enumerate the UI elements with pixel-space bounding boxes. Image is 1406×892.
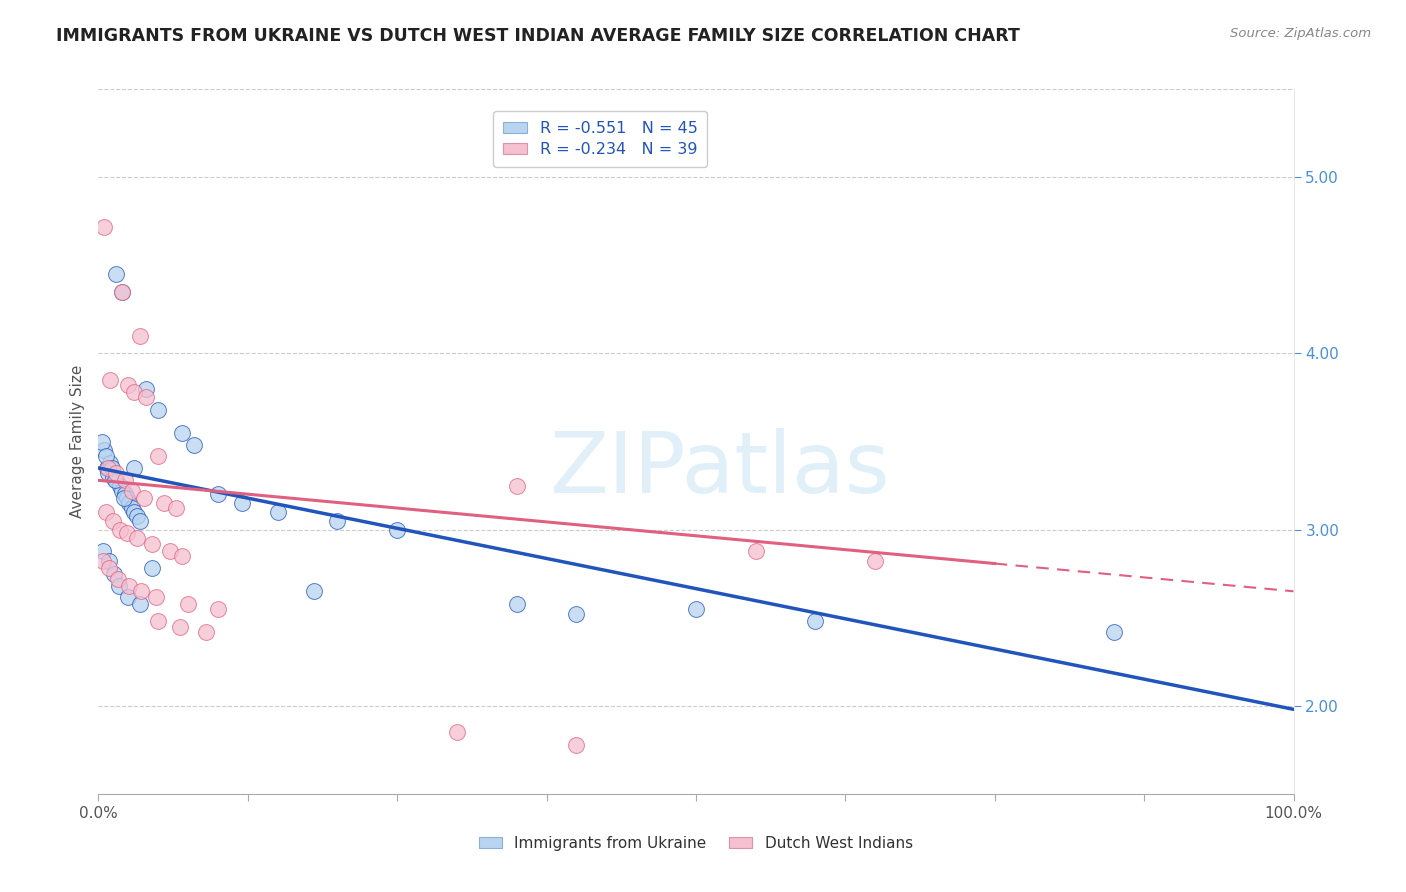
Point	[114, 487, 136, 501]
Point	[148, 402, 170, 417]
Point	[172, 425, 194, 440]
Point	[101, 514, 124, 528]
Point	[141, 537, 163, 551]
Point	[94, 449, 117, 463]
Point	[107, 579, 129, 593]
Point	[107, 572, 129, 586]
Point	[91, 543, 114, 558]
Point	[91, 434, 114, 449]
Point	[231, 496, 253, 510]
Text: Source: ZipAtlas.com: Source: ZipAtlas.com	[1230, 27, 1371, 40]
Point	[104, 473, 127, 487]
Point	[129, 328, 152, 343]
Point	[118, 579, 141, 593]
Point	[865, 554, 887, 568]
Point	[115, 526, 138, 541]
Point	[132, 491, 155, 505]
Point	[124, 461, 146, 475]
Point	[148, 614, 170, 628]
Point	[685, 602, 707, 616]
Point	[125, 532, 148, 546]
Point	[135, 382, 157, 396]
Point	[169, 619, 191, 633]
Point	[108, 478, 131, 492]
Point	[172, 549, 194, 563]
Point	[98, 456, 122, 470]
Point	[183, 438, 205, 452]
Point	[267, 505, 290, 519]
Point	[326, 514, 349, 528]
Point	[446, 725, 468, 739]
Point	[94, 505, 117, 519]
Point	[105, 473, 128, 487]
Point	[121, 501, 143, 516]
Point	[1104, 624, 1126, 639]
Point	[207, 602, 229, 616]
Point	[91, 554, 114, 568]
Point	[97, 461, 120, 475]
Point	[114, 473, 136, 487]
Point	[98, 373, 122, 387]
Point	[96, 461, 118, 475]
Point	[118, 496, 141, 510]
Point	[124, 505, 146, 519]
Point	[111, 285, 134, 299]
Point	[506, 597, 529, 611]
Point	[97, 467, 120, 481]
Point	[131, 584, 153, 599]
Point	[100, 461, 122, 475]
Point	[111, 285, 134, 299]
Text: IMMIGRANTS FROM UKRAINE VS DUTCH WEST INDIAN AVERAGE FAMILY SIZE CORRELATION CHA: IMMIGRANTS FROM UKRAINE VS DUTCH WEST IN…	[56, 27, 1021, 45]
Point	[108, 523, 131, 537]
Point	[117, 590, 139, 604]
Point	[565, 607, 588, 622]
Point	[124, 385, 146, 400]
Point	[103, 566, 125, 581]
Point	[93, 219, 115, 234]
Point	[385, 523, 409, 537]
Point	[506, 478, 529, 492]
Point	[141, 561, 163, 575]
Point	[804, 614, 827, 628]
Point	[105, 267, 128, 281]
Point	[115, 491, 138, 505]
Point	[135, 391, 157, 405]
Point	[207, 487, 229, 501]
Point	[112, 491, 135, 505]
Point	[153, 496, 176, 510]
Point	[165, 501, 187, 516]
Point	[302, 584, 325, 599]
Point	[565, 738, 588, 752]
Point	[121, 483, 143, 498]
Point	[125, 508, 148, 523]
Point	[98, 561, 121, 575]
Point	[101, 469, 124, 483]
Point	[745, 543, 768, 558]
Point	[117, 378, 139, 392]
Point	[129, 597, 152, 611]
Point	[195, 624, 218, 639]
Text: ZIPatlas: ZIPatlas	[550, 428, 890, 511]
Y-axis label: Average Family Size: Average Family Size	[69, 365, 84, 518]
Point	[145, 590, 167, 604]
Point	[148, 449, 170, 463]
Point	[159, 543, 181, 558]
Point	[98, 554, 121, 568]
Point	[105, 467, 128, 481]
Point	[177, 597, 200, 611]
Point	[93, 443, 115, 458]
Point	[129, 514, 152, 528]
Legend: Immigrants from Ukraine, Dutch West Indians: Immigrants from Ukraine, Dutch West Indi…	[472, 830, 920, 856]
Point	[111, 483, 134, 498]
